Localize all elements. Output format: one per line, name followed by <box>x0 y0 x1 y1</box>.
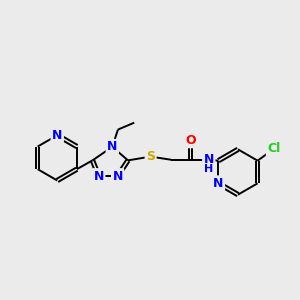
Text: O: O <box>185 134 196 147</box>
Text: H: H <box>204 164 213 173</box>
Text: Cl: Cl <box>267 142 280 155</box>
Text: N: N <box>213 177 224 190</box>
Text: N: N <box>52 129 62 142</box>
Text: N: N <box>112 169 123 183</box>
Text: N: N <box>107 140 118 153</box>
Text: N: N <box>204 153 214 166</box>
Text: N: N <box>94 169 104 183</box>
Text: S: S <box>146 150 155 163</box>
